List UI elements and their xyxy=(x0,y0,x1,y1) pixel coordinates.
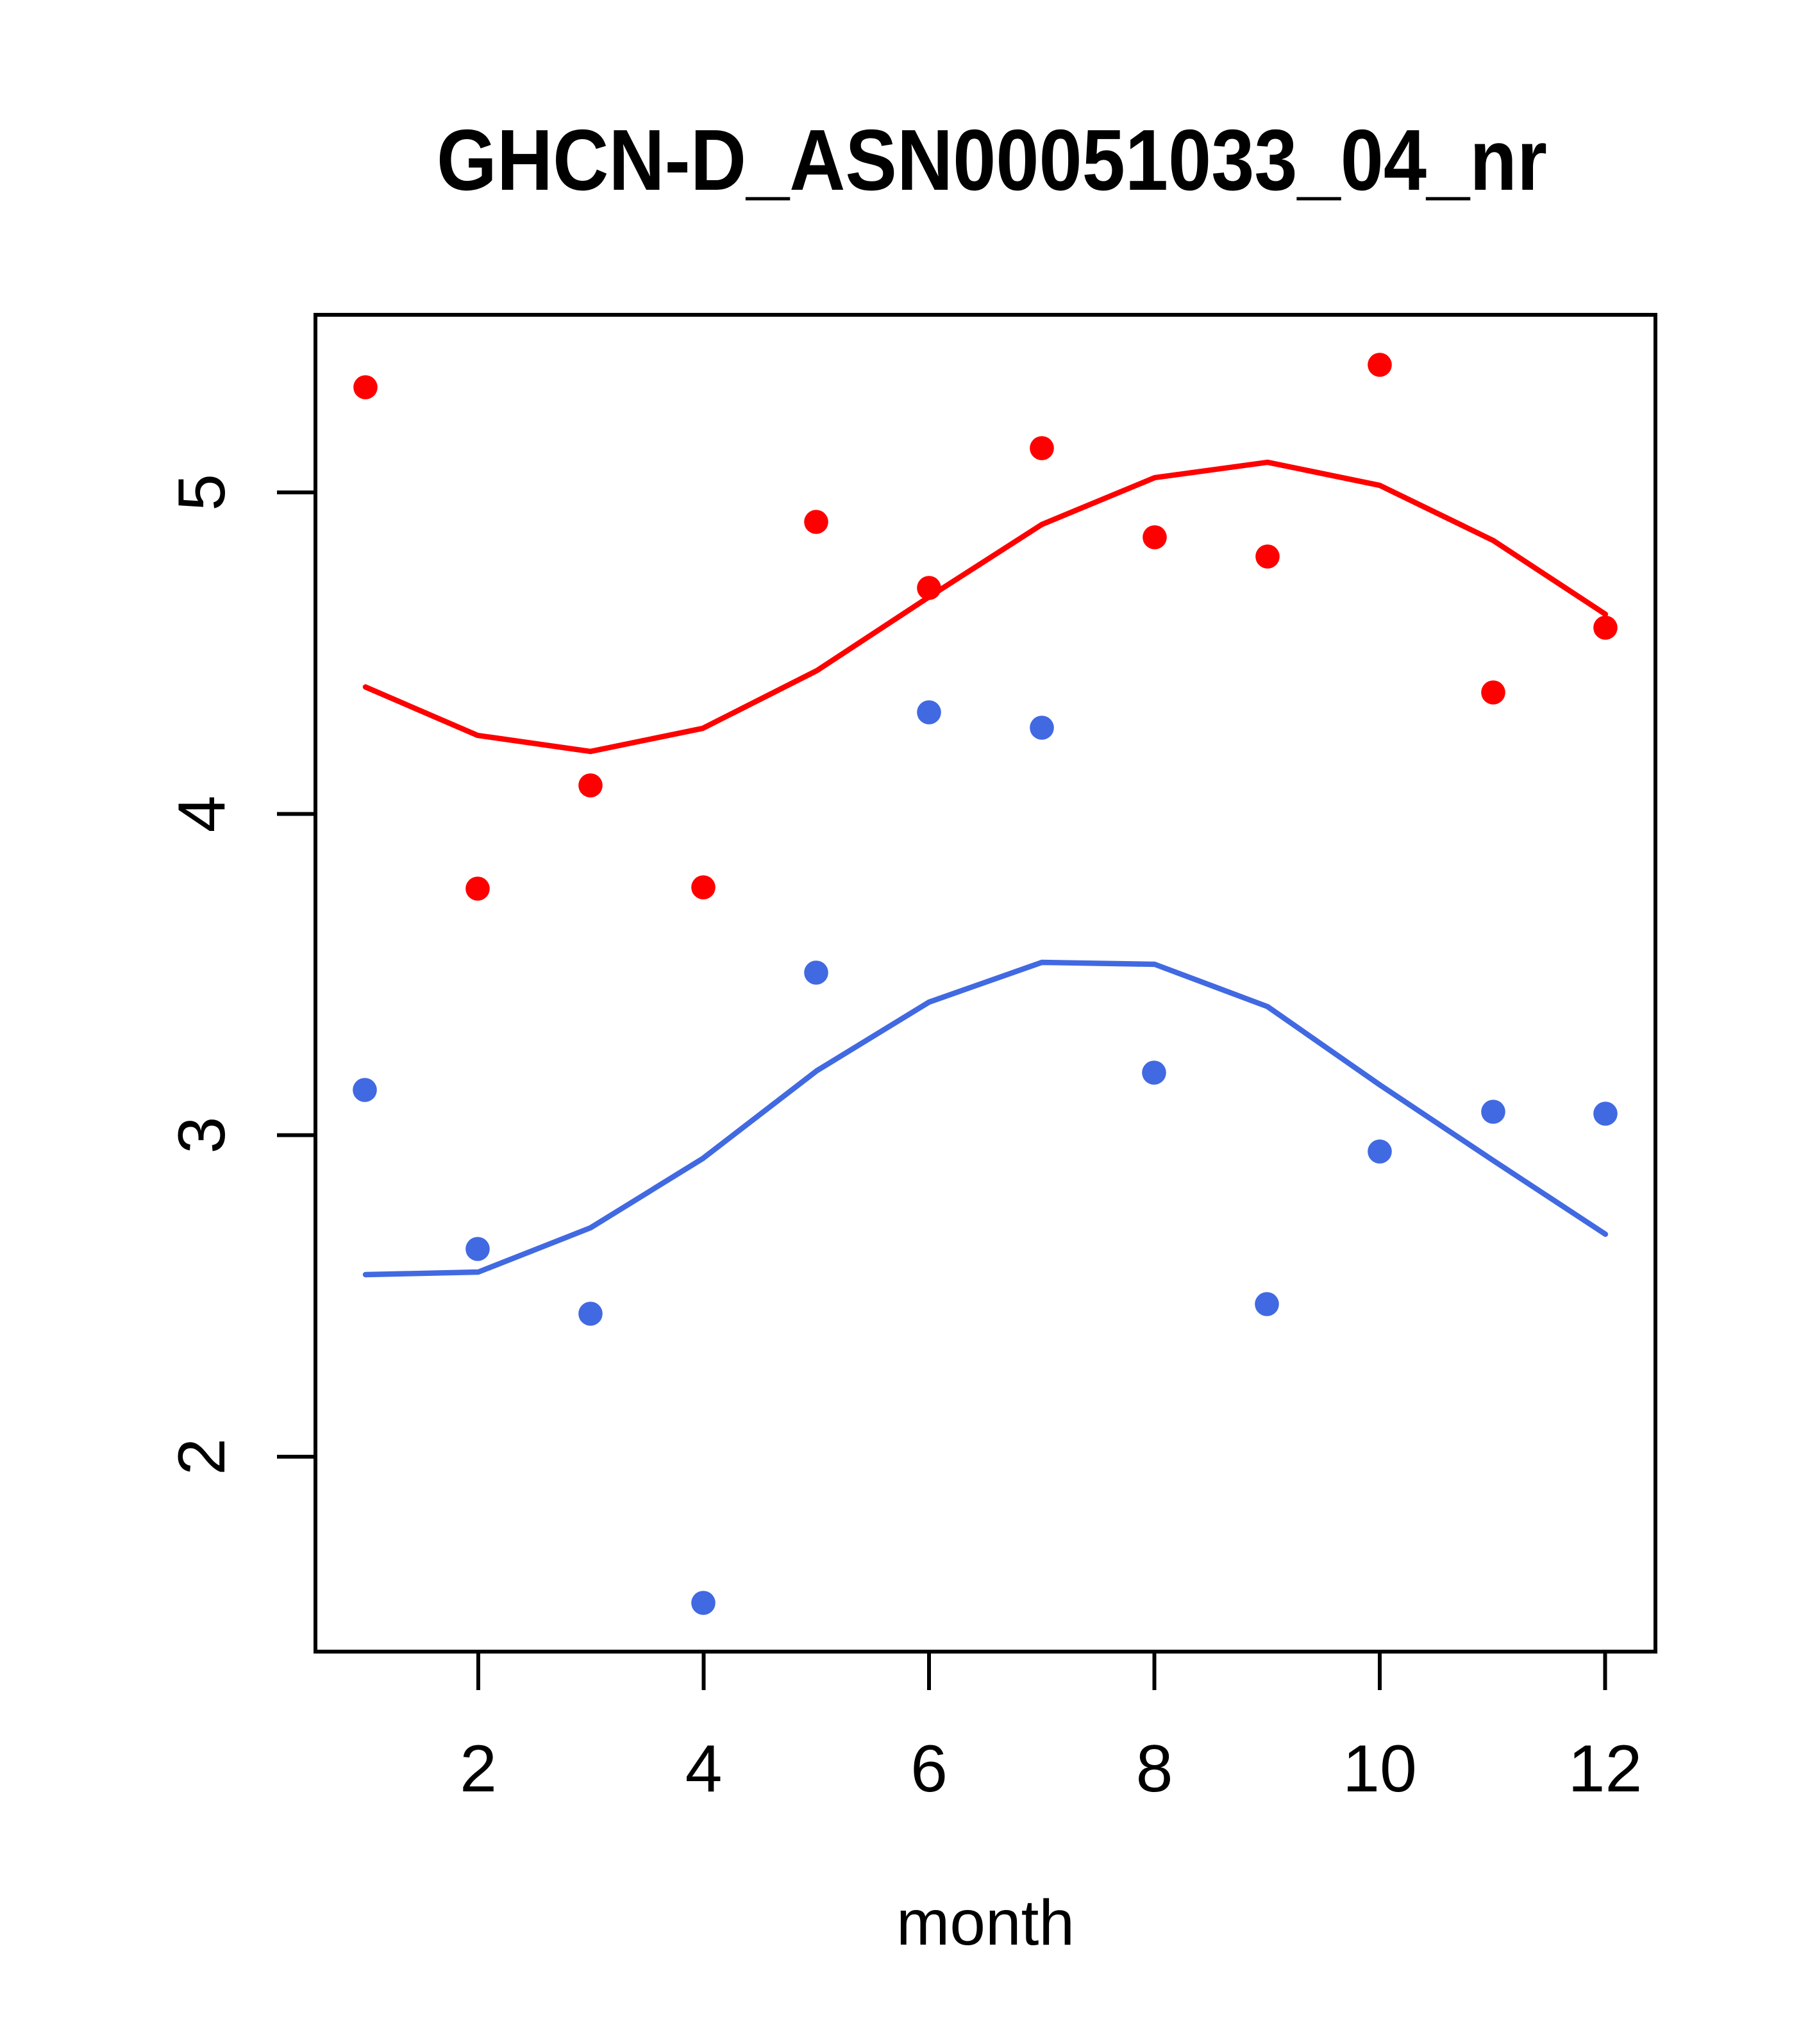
svg-text:4: 4 xyxy=(685,1732,723,1806)
svg-text:3: 3 xyxy=(165,1117,239,1154)
svg-text:6: 6 xyxy=(910,1732,948,1806)
svg-text:4: 4 xyxy=(165,796,239,833)
svg-text:8: 8 xyxy=(1136,1732,1173,1806)
svg-text:12: 12 xyxy=(1568,1732,1643,1806)
svg-text:month: month xyxy=(896,1887,1075,1959)
svg-text:5: 5 xyxy=(165,474,239,511)
svg-text:2: 2 xyxy=(460,1732,497,1806)
svg-text:10: 10 xyxy=(1343,1732,1417,1806)
svg-text:GHCN-D_ASN00051033_04_nr: GHCN-D_ASN00051033_04_nr xyxy=(437,112,1547,208)
svg-text:2: 2 xyxy=(165,1438,239,1475)
